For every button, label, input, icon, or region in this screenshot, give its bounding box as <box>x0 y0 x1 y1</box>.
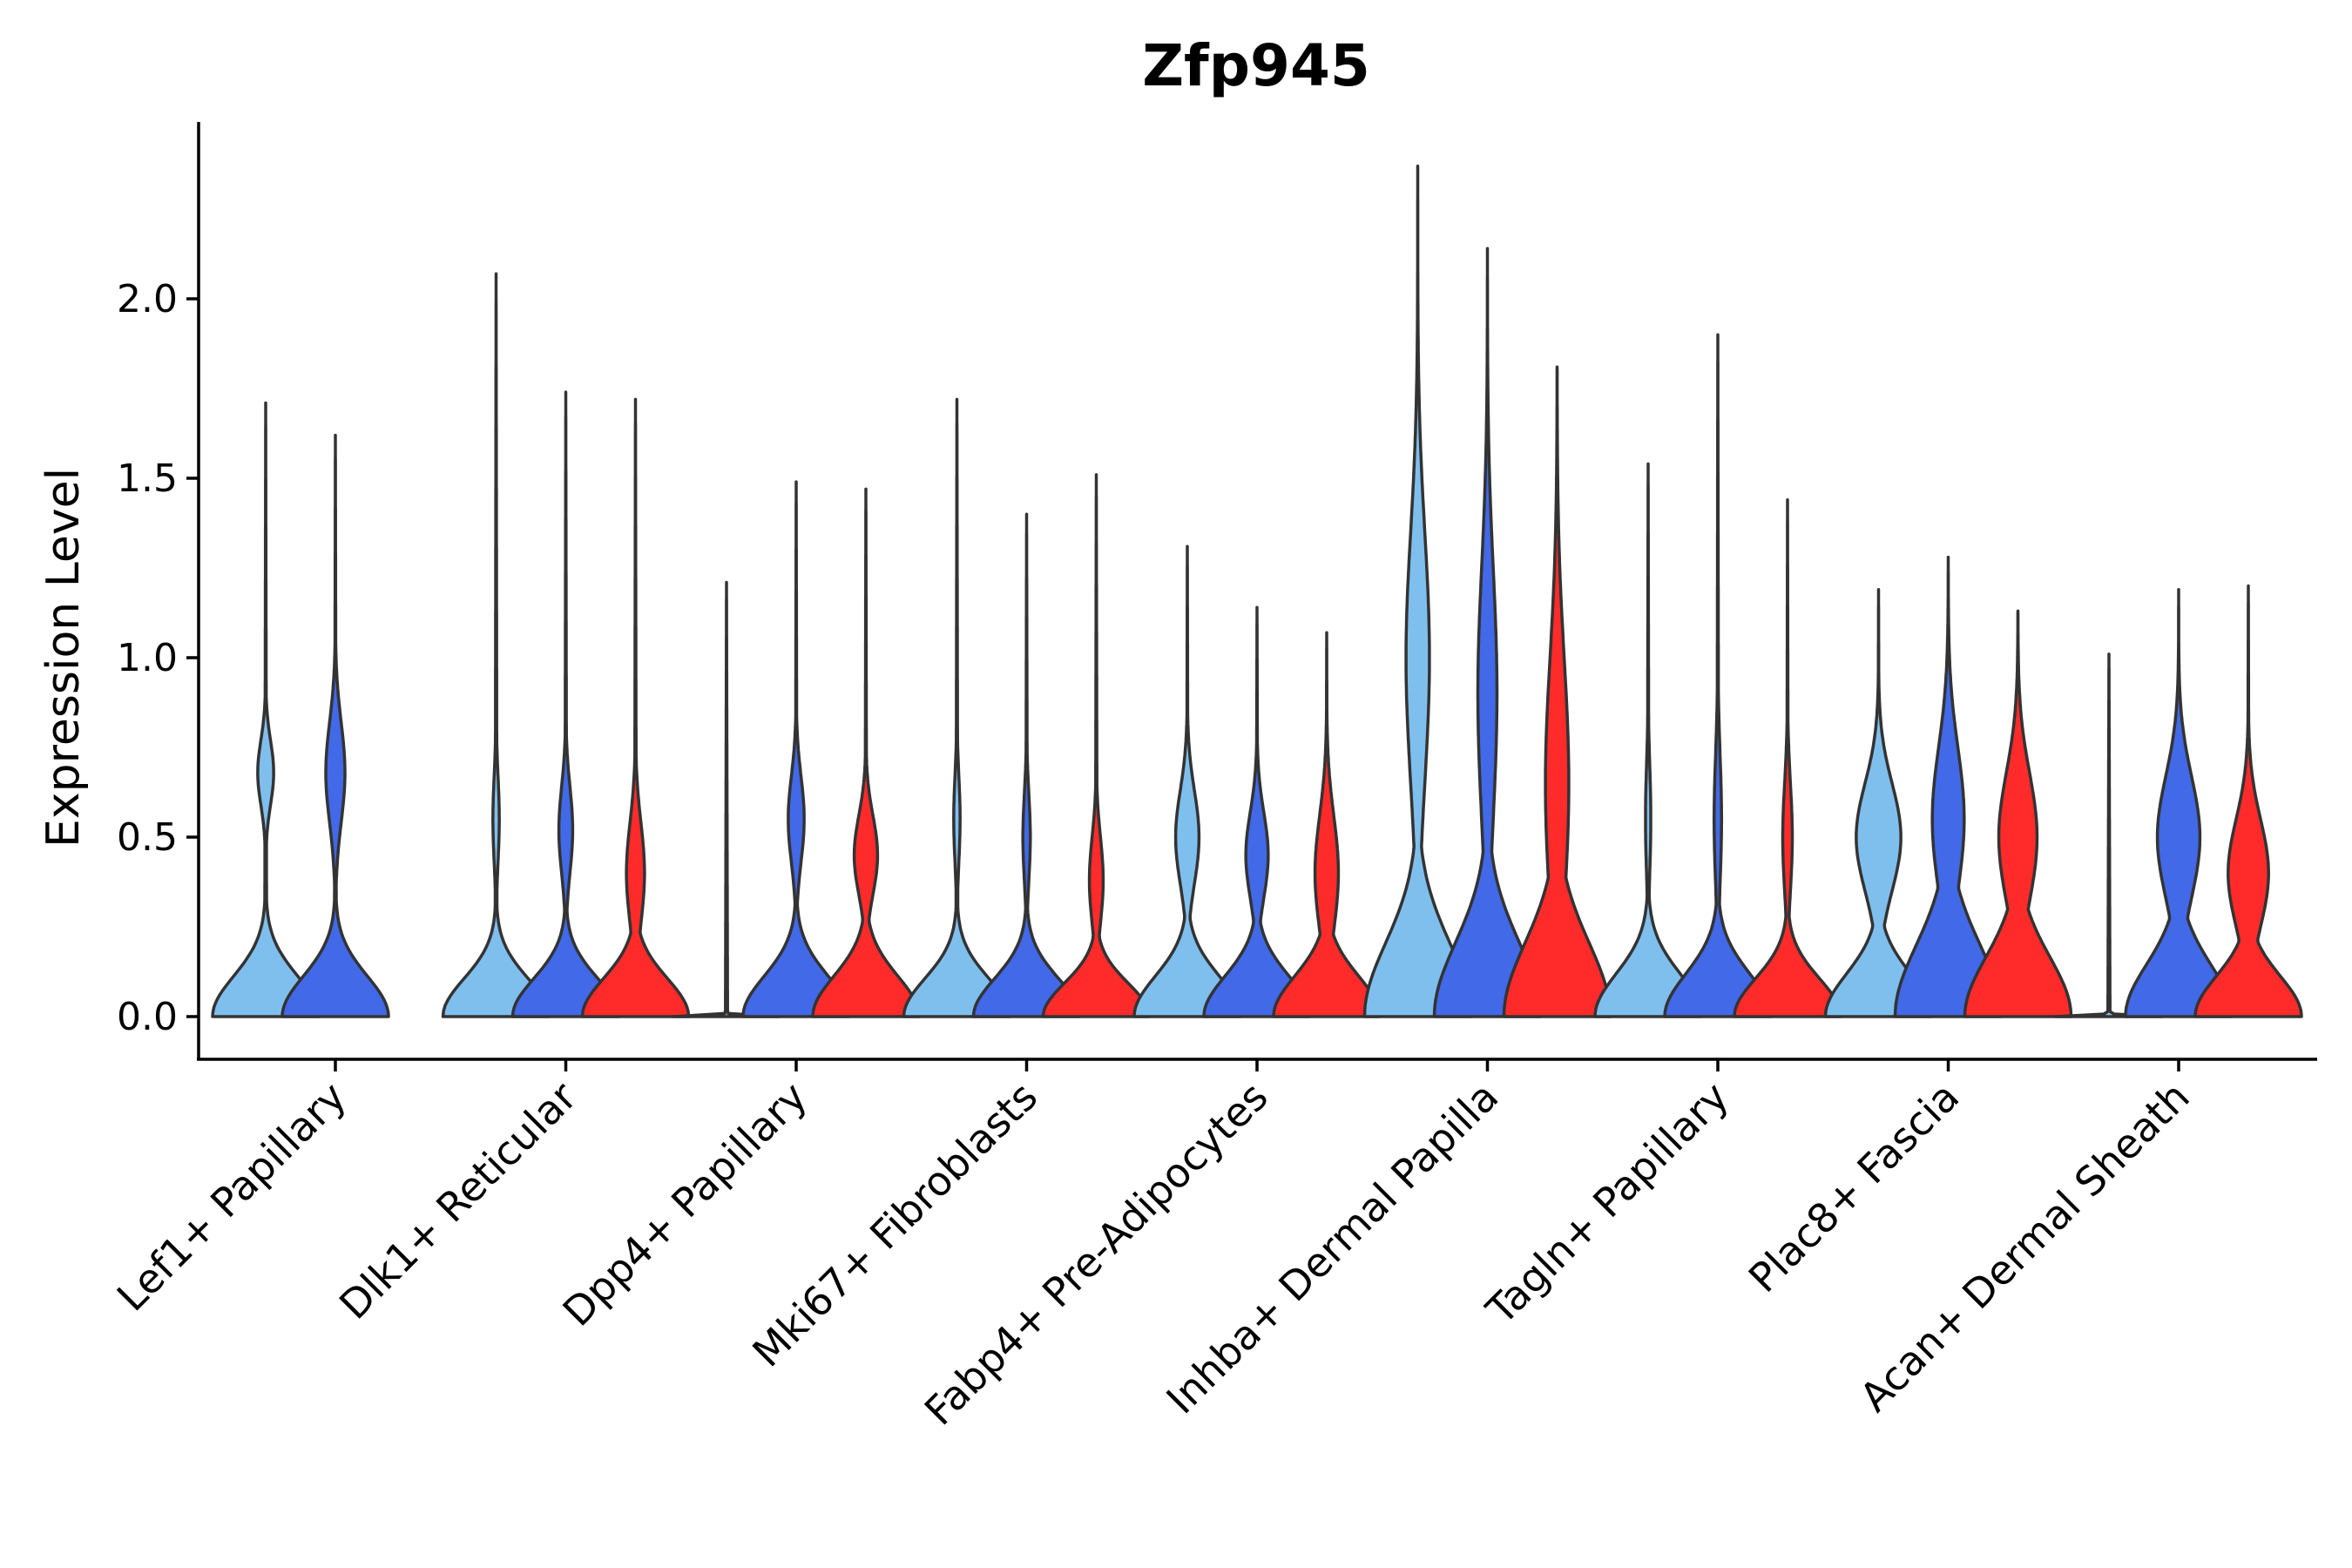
y-tick-label: 1.0 <box>117 636 178 680</box>
violin-5-3 <box>1272 631 1382 1018</box>
x-tick-label: Dlk1+ Reticular <box>330 1073 585 1328</box>
y-axis-label: Expression Level <box>37 468 90 848</box>
violin-3-1 <box>672 580 781 1018</box>
violin-8-1 <box>1823 587 1934 1018</box>
violin-9-3 <box>2193 584 2303 1018</box>
violin-7-1 <box>1593 462 1703 1018</box>
violin-7-2 <box>1663 333 1773 1018</box>
violin-4-1 <box>902 397 1012 1018</box>
violin-8-3 <box>1963 609 2073 1018</box>
x-tick-label: Dpp4+ Papillary <box>554 1073 816 1335</box>
violin-5-1 <box>1132 544 1242 1018</box>
y-tick-label: 1.5 <box>117 456 178 501</box>
x-tick-label: Lef1+ Papillary <box>108 1073 355 1321</box>
violin-3-3 <box>811 487 921 1018</box>
violin-9-2 <box>2124 587 2234 1018</box>
violin-5-2 <box>1202 605 1312 1018</box>
chart-title: Zfp945 <box>1142 32 1370 99</box>
violin-9-1 <box>2054 652 2164 1018</box>
violin-4-2 <box>971 512 1082 1018</box>
y-tick-label: 0.0 <box>117 995 178 1039</box>
x-tick-label: Tagln+ Papillary <box>1477 1073 1738 1335</box>
violin-6-3 <box>1502 365 1612 1018</box>
x-tick-label: Plac8+ Fascia <box>1740 1073 1968 1301</box>
violin-7-3 <box>1733 497 1842 1018</box>
violin-2-1 <box>441 272 551 1018</box>
violin-group <box>211 164 2303 1018</box>
y-tick-label: 0.5 <box>117 815 178 860</box>
violin-2-3 <box>580 397 691 1018</box>
violin-4-3 <box>1041 473 1152 1018</box>
violin-6-2 <box>1432 247 1543 1018</box>
violin-1-1 <box>211 401 321 1018</box>
violin-3-2 <box>741 480 851 1018</box>
violin-8-2 <box>1893 555 2004 1018</box>
y-tick-label: 2.0 <box>117 277 178 321</box>
violin-1-2 <box>280 433 390 1018</box>
y-ticks: 0.0 0.5 1.0 1.5 2.0 <box>117 277 199 1039</box>
violin-2-2 <box>510 390 621 1018</box>
violin-6-1 <box>1362 164 1473 1018</box>
